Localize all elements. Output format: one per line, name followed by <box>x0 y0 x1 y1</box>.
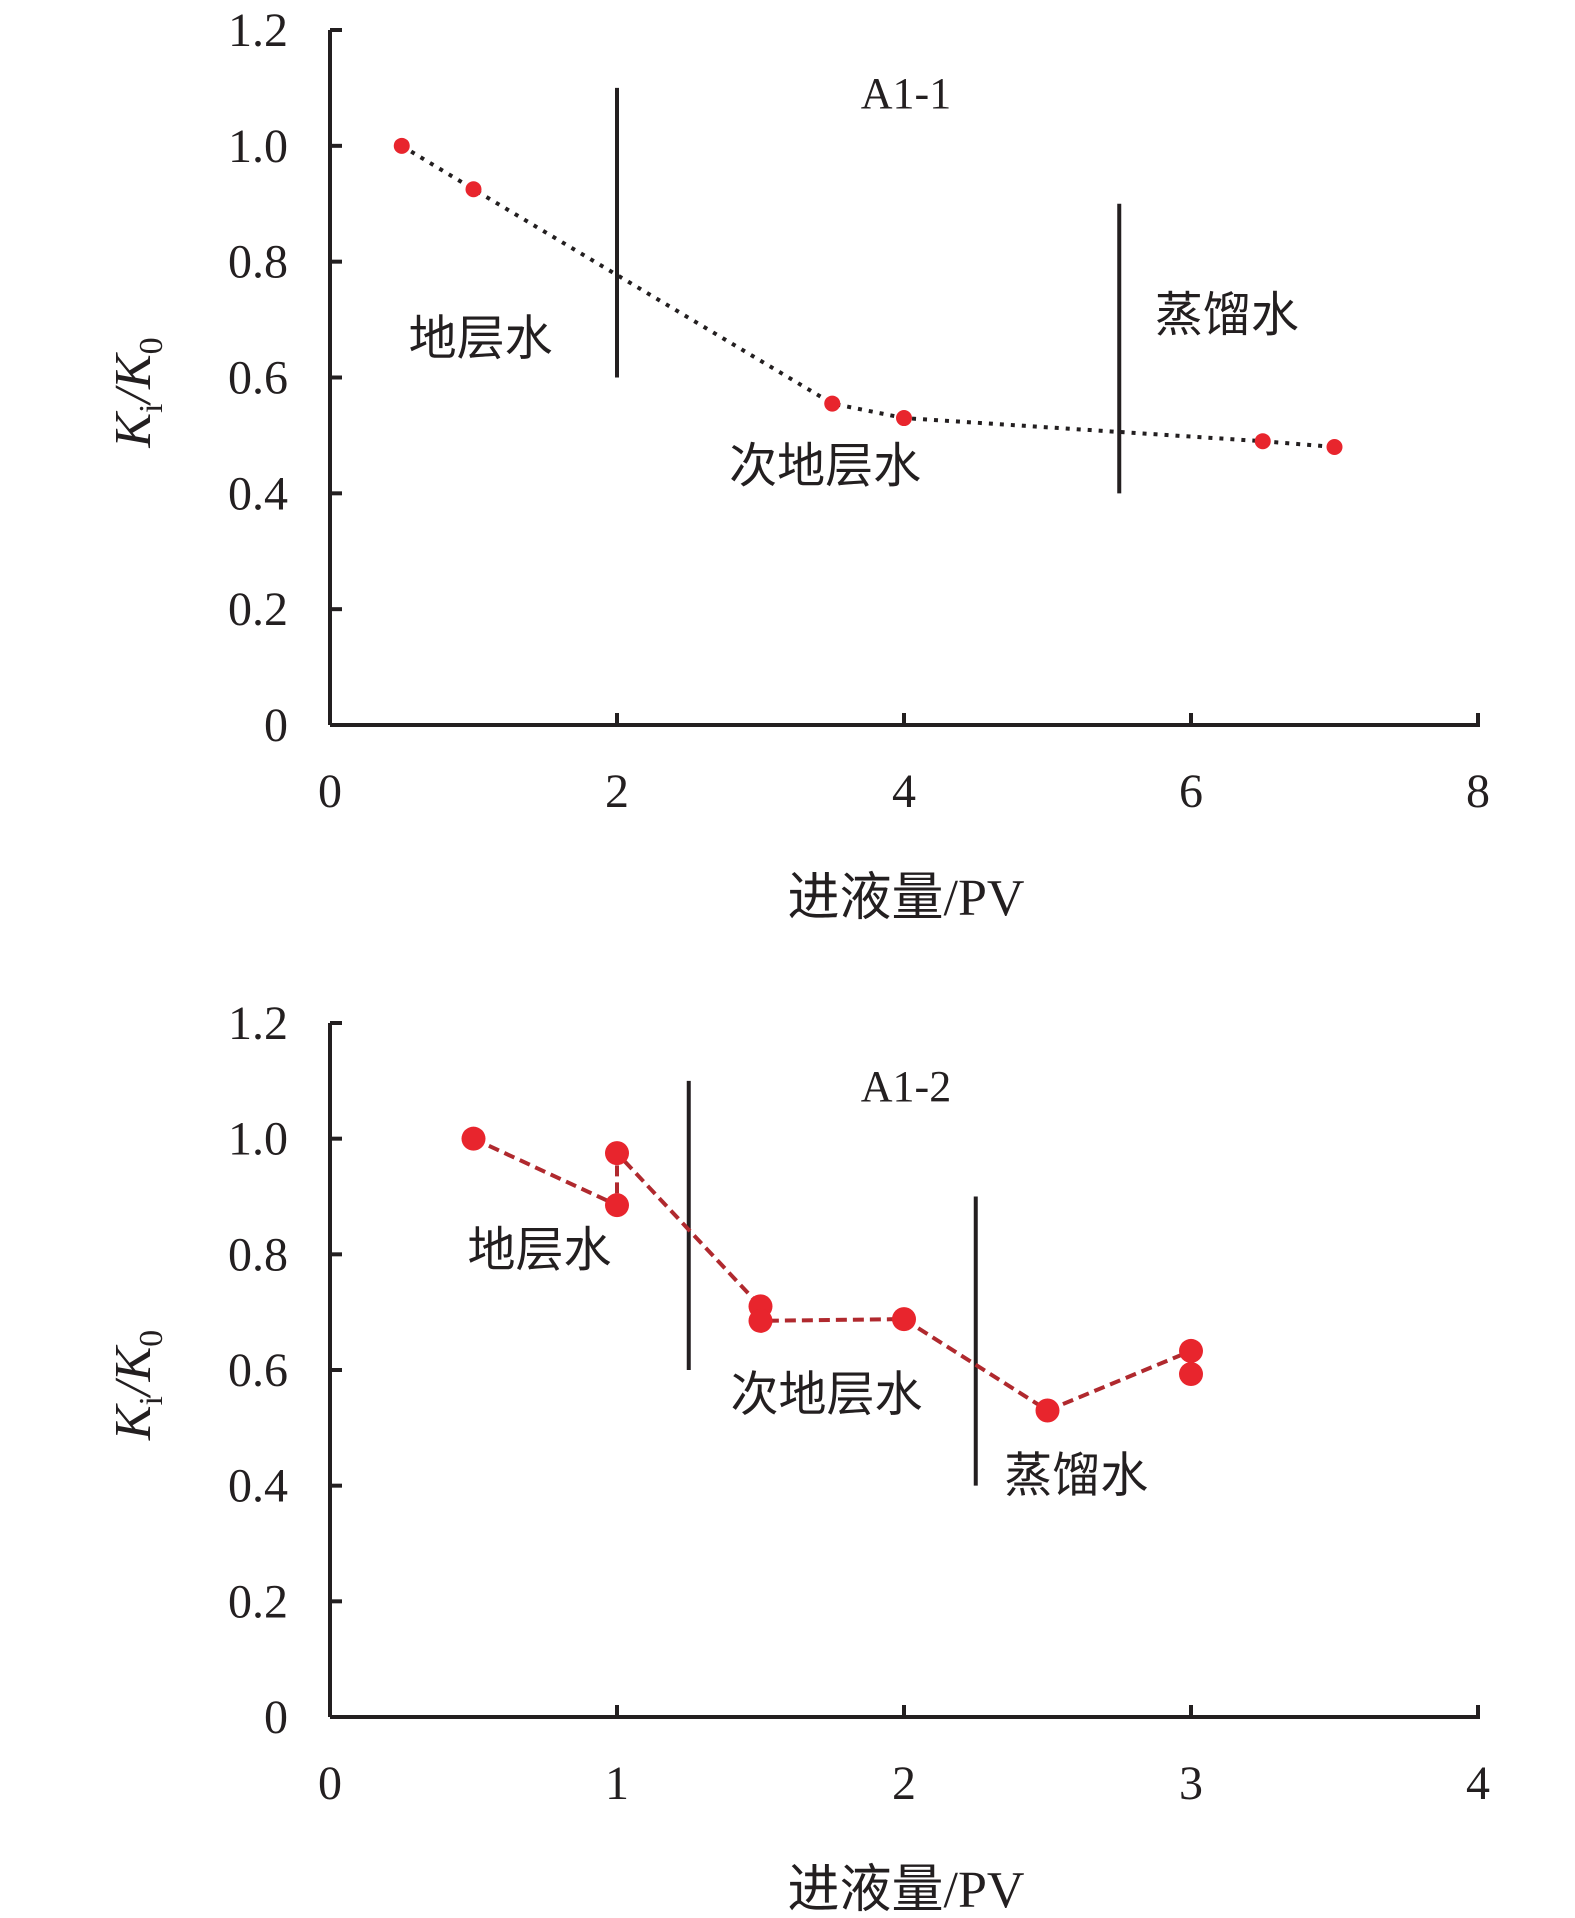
y-tick-label: 0.4 <box>228 467 288 520</box>
chart-panel-a1-1: 00.20.40.60.81.01.20 2 4 6 8进液量/PVKi/K0A1-1地… <box>105 4 1490 927</box>
data-point <box>461 1126 486 1151</box>
data-point <box>1179 1338 1203 1363</box>
data-point <box>605 1193 629 1218</box>
y-tick-label: 1.0 <box>228 120 288 173</box>
y-axis-title-part: K <box>105 1403 162 1441</box>
series-line <box>400 144 1335 449</box>
x-tick-label: 2 <box>892 1757 916 1810</box>
y-axis-title: Ki/K0 <box>105 337 170 448</box>
region-label: 次地层水 <box>731 1368 923 1421</box>
x-tick-label: 0 <box>318 1757 342 1810</box>
y-tick-label: 0.2 <box>228 583 288 636</box>
data-point <box>393 137 410 154</box>
y-axis-title-part: i <box>133 1396 170 1405</box>
panel-title: A1-1 <box>861 69 951 118</box>
y-axis-title: Ki/K0 <box>105 1330 170 1441</box>
y-tick-label: 0 <box>264 1691 288 1744</box>
data-point <box>748 1308 773 1333</box>
x-tick-label: 4 <box>892 765 916 818</box>
y-tick-label: 0.2 <box>228 1575 288 1628</box>
panel-title: A1-2 <box>861 1062 951 1111</box>
y-tick-label: 0.8 <box>228 1228 288 1281</box>
x-tick-label: 8 <box>1466 765 1490 818</box>
region-label: 蒸馏水 <box>1155 289 1299 342</box>
region-label: 蒸馏水 <box>1004 1449 1148 1502</box>
x-tick-label: 4 <box>1466 1757 1490 1810</box>
data-point <box>892 1307 916 1332</box>
data-point <box>824 395 841 412</box>
y-axis-title-part: /K <box>105 352 162 406</box>
data-point <box>1254 433 1271 450</box>
data-point <box>465 181 482 198</box>
y-tick-label: 0 <box>264 699 288 752</box>
data-point <box>896 410 912 427</box>
y-tick-label: 0.8 <box>228 236 288 289</box>
y-tick-label: 0.6 <box>228 352 288 405</box>
x-tick-label: 0 <box>318 765 342 818</box>
y-tick-label: 1.2 <box>228 4 288 57</box>
region-label: 次地层水 <box>729 440 921 493</box>
y-axis-title-part: i <box>133 404 170 413</box>
y-tick-label: 0.6 <box>228 1344 288 1397</box>
region-label: 地层水 <box>409 312 553 365</box>
data-point <box>1326 439 1343 455</box>
y-axis-title-part: 0 <box>133 337 170 354</box>
chart-panel-a1-2: 00.20.40.60.81.01.20 1 2 3 4进液量/PVKi/K0A1-2地… <box>105 997 1490 1918</box>
x-tick-label: 2 <box>605 765 629 818</box>
y-tick-label: 1.0 <box>228 1113 288 1166</box>
x-tick-label: 3 <box>1179 1757 1203 1810</box>
y-axis-title-part: K <box>105 411 162 449</box>
x-tick-label: 1 <box>605 1757 629 1810</box>
data-point <box>605 1141 629 1166</box>
data-point <box>1035 1398 1060 1423</box>
x-tick-label: 6 <box>1179 765 1203 818</box>
x-axis-title: 进液量/PV <box>788 870 1025 927</box>
region-label: 地层水 <box>468 1224 612 1277</box>
data-point <box>1179 1362 1203 1387</box>
y-axis-title-part: /K <box>105 1345 162 1399</box>
y-tick-label: 1.2 <box>228 997 288 1050</box>
y-tick-label: 0.4 <box>228 1460 288 1513</box>
x-axis-title: 进液量/PV <box>788 1862 1025 1918</box>
y-axis-title-part: 0 <box>133 1330 170 1347</box>
